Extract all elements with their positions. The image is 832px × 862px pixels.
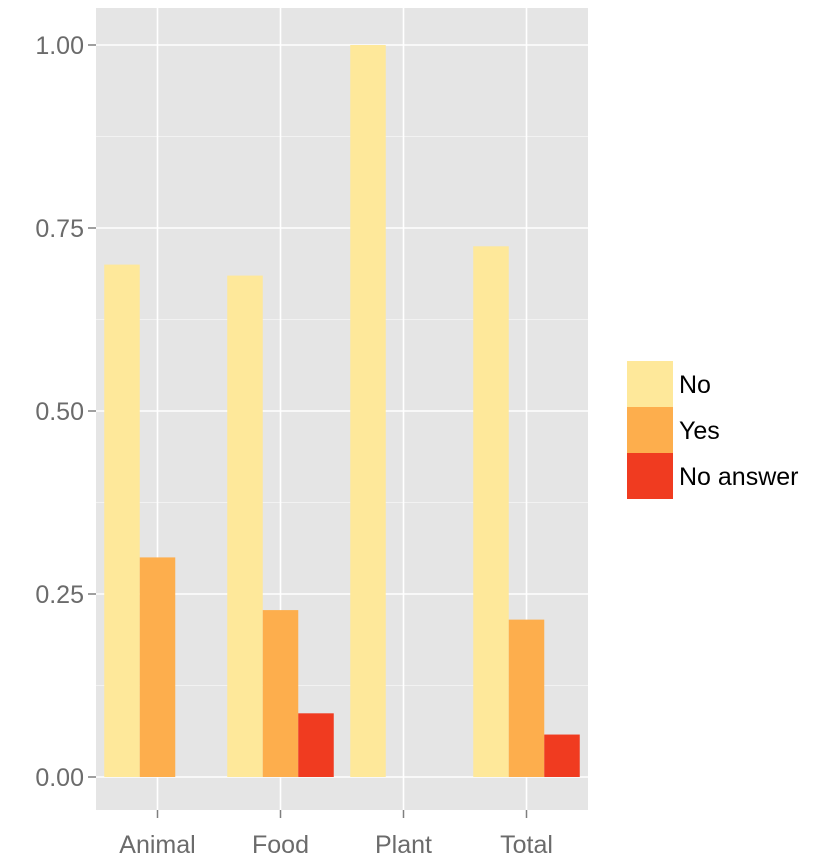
y-axis: 0.00 0.25 0.50 0.75 1.00 [35,32,96,792]
bar-no-animal [104,264,140,778]
bars-group [104,45,580,778]
legend-label: No [679,371,711,399]
x-tick-label: Plant [375,831,432,859]
bar-no-food [227,275,263,777]
legend-label: Yes [679,417,720,445]
bar-no-plant [350,45,386,777]
bar-no-answer-total [544,734,580,777]
y-tick-label: 0.00 [35,764,84,792]
bar-no-total [473,246,509,778]
legend: No Yes No answer [627,361,799,499]
legend-key-no-answer [627,453,673,499]
bar-yes-animal [139,557,176,777]
bar-yes-food [262,610,299,777]
legend-label: No answer [679,463,799,491]
y-tick-label: 0.75 [35,215,84,243]
y-tick-label: 0.50 [35,398,84,426]
x-axis: Animal Food Plant Total [119,810,553,859]
bar-yes-total [508,619,545,777]
bar-no-answer-food [298,713,334,777]
x-tick-label: Total [500,831,553,859]
y-tick-label: 1.00 [35,32,84,60]
x-tick-label: Animal [119,831,195,859]
x-tick-label: Food [252,831,309,859]
legend-key-yes [627,407,673,453]
y-tick-label: 0.25 [35,581,84,609]
legend-key-no [627,361,673,407]
